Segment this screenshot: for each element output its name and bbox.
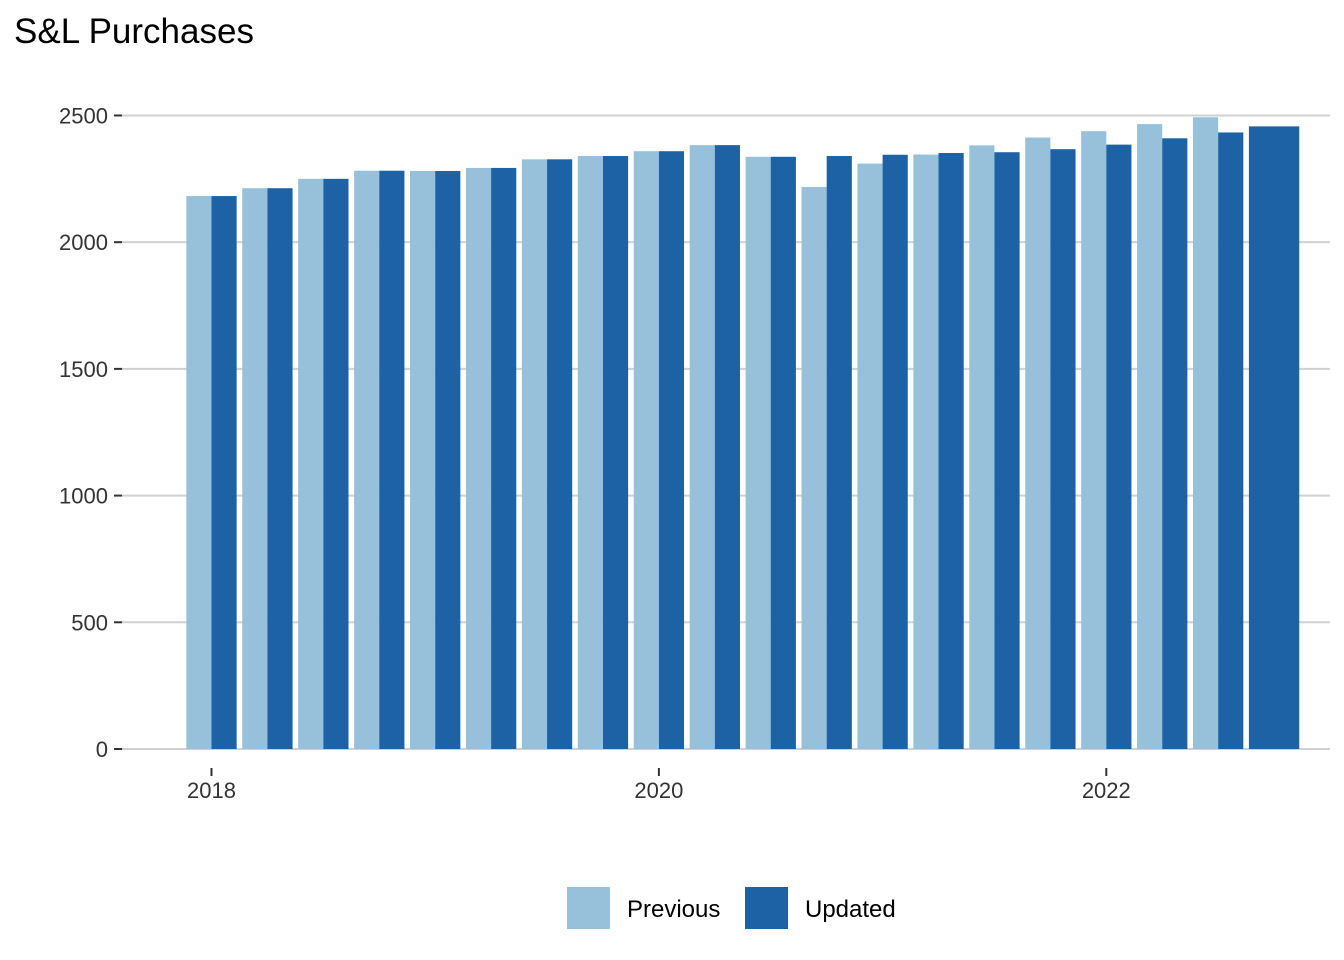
- bar-updated-14: [994, 152, 1020, 749]
- x-tick-label-2018: 2018: [187, 778, 236, 803]
- bar-previous-12: [857, 163, 883, 749]
- y-tick-label-0: 0: [96, 737, 108, 762]
- bar-previous-17: [1137, 124, 1163, 749]
- bar-previous-10: [745, 156, 771, 749]
- bar-updated-17: [1162, 138, 1188, 749]
- bar-updated-18: [1218, 132, 1244, 749]
- bar-previous-13: [913, 154, 939, 749]
- bar-updated-7: [602, 156, 629, 749]
- bar-updated-2: [323, 178, 349, 749]
- bar-previous-14: [969, 145, 995, 749]
- bar-updated-8: [658, 151, 685, 749]
- bar-previous-3: [354, 170, 380, 749]
- y-tick-label-2500: 2500: [59, 103, 108, 128]
- bar-previous-6: [521, 159, 548, 749]
- x-axis: 2018 2020 2022: [187, 768, 1131, 803]
- y-tick-label-500: 500: [71, 610, 108, 635]
- bar-previous-0: [186, 196, 212, 749]
- x-tick-label-2022: 2022: [1082, 778, 1131, 803]
- y-tick-label-1000: 1000: [59, 484, 108, 509]
- bar-updated-1: [267, 188, 293, 749]
- bar-updated-16: [1106, 144, 1132, 749]
- bar-updated-11: [826, 156, 852, 749]
- bar-previous-1: [242, 188, 268, 749]
- legend-label-updated: Updated: [805, 896, 896, 923]
- bar-previous-2: [298, 178, 324, 749]
- bar-previous-11: [801, 186, 827, 749]
- bar-previous-18: [1192, 117, 1219, 749]
- y-tick-label-2000: 2000: [59, 230, 108, 255]
- bar-previous-7: [577, 156, 603, 749]
- bar-updated-10: [770, 156, 796, 749]
- bar-updated-6: [547, 159, 573, 749]
- bars: [186, 117, 1300, 749]
- bar-updated-3: [379, 170, 405, 749]
- bar-previous-16: [1081, 131, 1107, 749]
- bar-previous-4: [410, 170, 436, 749]
- bar-previous-9: [689, 145, 715, 749]
- bar-previous-15: [1025, 137, 1051, 749]
- bar-updated-15: [1050, 149, 1076, 749]
- bar-updated-5: [491, 167, 517, 749]
- y-tick-label-1500: 1500: [59, 357, 108, 382]
- bar-updated-4: [435, 170, 461, 749]
- bar-updated-13: [938, 152, 964, 749]
- bar-previous-8: [633, 151, 659, 749]
- y-axis: 0 500 1000 1500 2000 2500: [59, 103, 122, 762]
- legend-label-previous: Previous: [627, 896, 720, 923]
- bar-updated-9: [714, 145, 740, 749]
- x-tick-label-2020: 2020: [634, 778, 683, 803]
- bar-previous-5: [465, 167, 492, 749]
- bar-updated-19: [1248, 126, 1300, 749]
- legend-swatch-updated: [745, 887, 788, 929]
- legend-swatch-previous: [567, 887, 610, 929]
- bar-updated-0: [211, 196, 237, 749]
- bar-updated-12: [882, 154, 908, 749]
- chart-title: S&L Purchases: [14, 12, 254, 51]
- legend: Previous Updated: [567, 887, 896, 929]
